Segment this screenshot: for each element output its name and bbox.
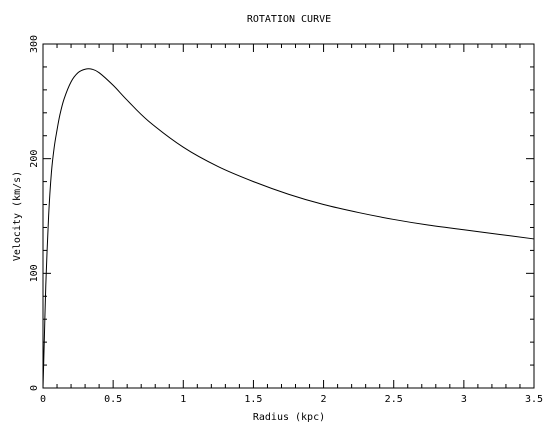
- x-tick-label: 0: [40, 394, 46, 405]
- x-axis-label: Radius (kpc): [253, 412, 325, 423]
- x-tick-label: 1.5: [244, 394, 262, 405]
- x-tick-label: 2.5: [385, 394, 403, 405]
- y-tick-label: 0: [29, 385, 40, 391]
- plot-frame: [42, 43, 535, 389]
- y-axis-ticks: 0 100 200 300: [29, 35, 534, 391]
- x-tick-label: 0.5: [104, 394, 122, 405]
- x-tick-label: 1: [180, 394, 186, 405]
- x-tick-label: 3: [461, 394, 467, 405]
- y-tick-label: 100: [29, 264, 40, 282]
- y-tick-label: 300: [29, 35, 40, 53]
- x-tick-label: 3.5: [525, 394, 543, 405]
- series-layer: [42, 68, 535, 389]
- x-axis-ticks: 0 0.5 1 1.5 2 2.5 3 3.5: [40, 44, 543, 405]
- rotation-curve-line: [42, 68, 535, 389]
- x-tick-label: 2: [321, 394, 327, 405]
- chart-title: ROTATION CURVE: [247, 14, 331, 25]
- y-tick-label: 200: [29, 150, 40, 168]
- y-axis-label: Velocity (km/s): [12, 171, 23, 261]
